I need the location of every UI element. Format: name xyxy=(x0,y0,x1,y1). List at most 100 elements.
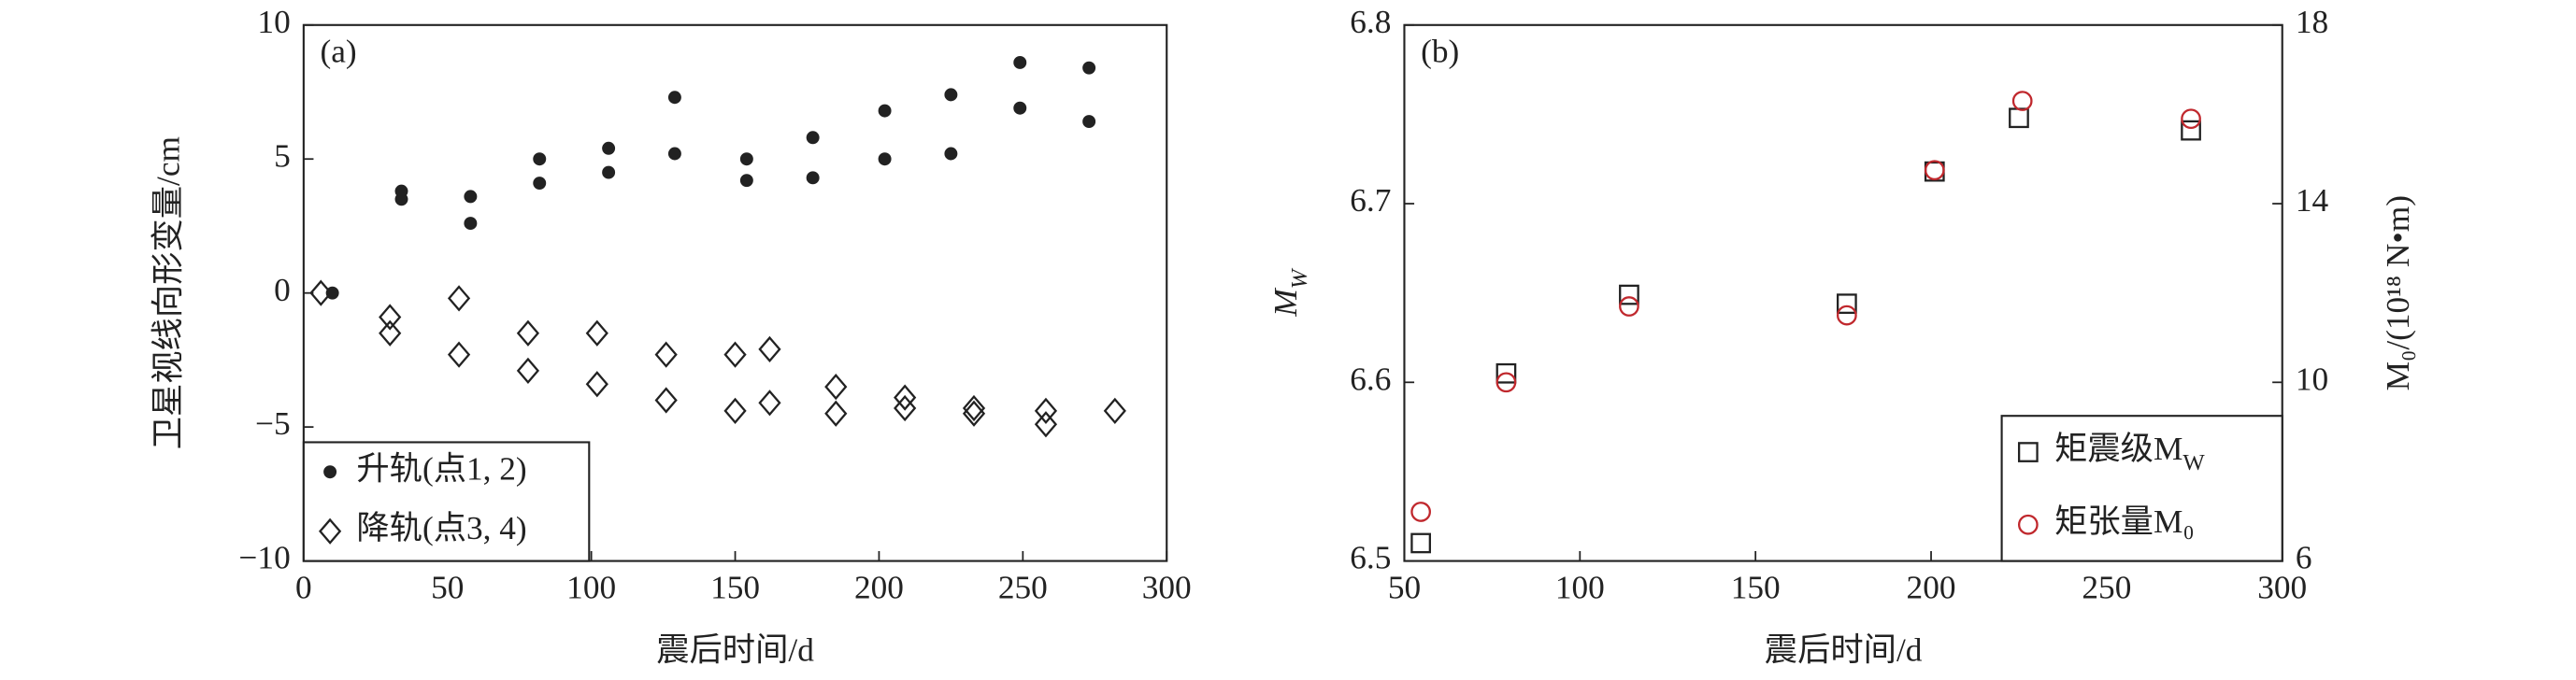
point xyxy=(1082,115,1096,129)
point xyxy=(806,131,820,145)
point xyxy=(516,357,540,385)
x-tick-label: 250 xyxy=(2082,569,2131,605)
y-axis-label: 卫星视线向形变量/cm xyxy=(150,136,187,449)
y2-tick-label: 14 xyxy=(2296,182,2329,219)
y-tick-label: 6.6 xyxy=(1350,361,1391,397)
y-tick-label: 6.5 xyxy=(1350,540,1391,576)
point xyxy=(667,91,681,105)
point xyxy=(447,285,471,312)
panel-label: (b) xyxy=(1421,34,1459,70)
point xyxy=(2017,514,2039,535)
point xyxy=(1410,502,1431,522)
x-tick-label: 100 xyxy=(1555,569,1605,605)
point xyxy=(2181,108,2201,130)
point xyxy=(602,165,616,179)
point xyxy=(2009,107,2029,129)
point xyxy=(1013,55,1027,69)
x-axis-label: 震后时间/d xyxy=(656,632,814,669)
point xyxy=(379,319,402,347)
point xyxy=(667,147,681,161)
x-axis-label: 震后时间/d xyxy=(1765,632,1923,669)
point xyxy=(1103,397,1126,425)
x-tick-label: 50 xyxy=(431,569,464,605)
point xyxy=(806,171,820,185)
point xyxy=(654,341,678,368)
point xyxy=(758,335,781,363)
point xyxy=(1619,284,1639,305)
y-tick-label: 6.7 xyxy=(1350,182,1391,219)
y2-axis-label: M₀/(10¹⁸ N•m) xyxy=(2380,195,2416,390)
point xyxy=(1837,305,1857,326)
y2-tick-label: 6 xyxy=(2296,540,2312,576)
legend-box xyxy=(302,441,591,562)
panel-label: (a) xyxy=(321,34,357,70)
point xyxy=(1924,160,1945,181)
point xyxy=(2181,120,2201,141)
x-tick-label: 200 xyxy=(1907,569,1956,605)
point xyxy=(894,394,917,422)
point xyxy=(309,279,333,306)
plot-frame xyxy=(1403,23,2283,562)
point xyxy=(1034,397,1058,425)
legend-label: 升轨(点1, 2) xyxy=(356,450,526,487)
y-tick-label: 6.8 xyxy=(1350,4,1391,40)
point xyxy=(739,174,753,188)
legend-box xyxy=(2000,415,2283,562)
y-tick-label: 10 xyxy=(257,4,290,40)
point xyxy=(723,341,747,368)
point xyxy=(447,341,471,368)
x-tick-label: 150 xyxy=(1731,569,1781,605)
point xyxy=(1410,532,1431,554)
point xyxy=(962,394,986,422)
point xyxy=(319,517,342,545)
point xyxy=(758,390,781,417)
point xyxy=(585,319,608,347)
point xyxy=(323,465,337,479)
y-tick-label: −5 xyxy=(255,405,291,442)
point xyxy=(602,141,616,155)
x-tick-label: 250 xyxy=(998,569,1048,605)
point xyxy=(1013,101,1027,115)
legend-label: 降轨(点3, 4) xyxy=(356,510,526,546)
point xyxy=(516,319,540,347)
y2-tick-label: 10 xyxy=(2296,361,2328,397)
point xyxy=(533,152,547,166)
point xyxy=(824,373,848,401)
point xyxy=(1082,61,1096,75)
point xyxy=(2017,442,2039,462)
point xyxy=(739,152,753,166)
point xyxy=(1034,411,1058,438)
point xyxy=(464,217,478,231)
point xyxy=(944,147,958,161)
point xyxy=(464,190,478,204)
point xyxy=(1496,372,1517,393)
point xyxy=(2011,91,2033,111)
x-tick-label: 0 xyxy=(295,569,312,605)
x-tick-label: 300 xyxy=(2257,569,2307,605)
y2-tick-label: 18 xyxy=(2296,4,2328,40)
point xyxy=(894,384,917,411)
y-tick-label: 5 xyxy=(274,137,291,174)
y-tick-label: 0 xyxy=(274,272,291,308)
x-tick-label: 50 xyxy=(1388,569,1421,605)
point xyxy=(824,400,848,427)
x-tick-label: 200 xyxy=(854,569,904,605)
x-tick-label: 300 xyxy=(1142,569,1192,605)
point xyxy=(394,192,408,206)
y-axis-label: MW xyxy=(1267,267,1312,317)
point xyxy=(878,152,892,166)
point xyxy=(1837,293,1857,315)
point xyxy=(944,88,958,102)
point xyxy=(723,397,747,425)
point xyxy=(1496,362,1517,384)
point xyxy=(962,400,986,427)
point xyxy=(654,387,678,414)
x-tick-label: 100 xyxy=(566,569,616,605)
point xyxy=(1619,296,1639,317)
point xyxy=(585,371,608,398)
x-tick-label: 150 xyxy=(710,569,760,605)
y-tick-label: −10 xyxy=(239,540,291,576)
point xyxy=(379,304,402,331)
point xyxy=(878,104,892,118)
